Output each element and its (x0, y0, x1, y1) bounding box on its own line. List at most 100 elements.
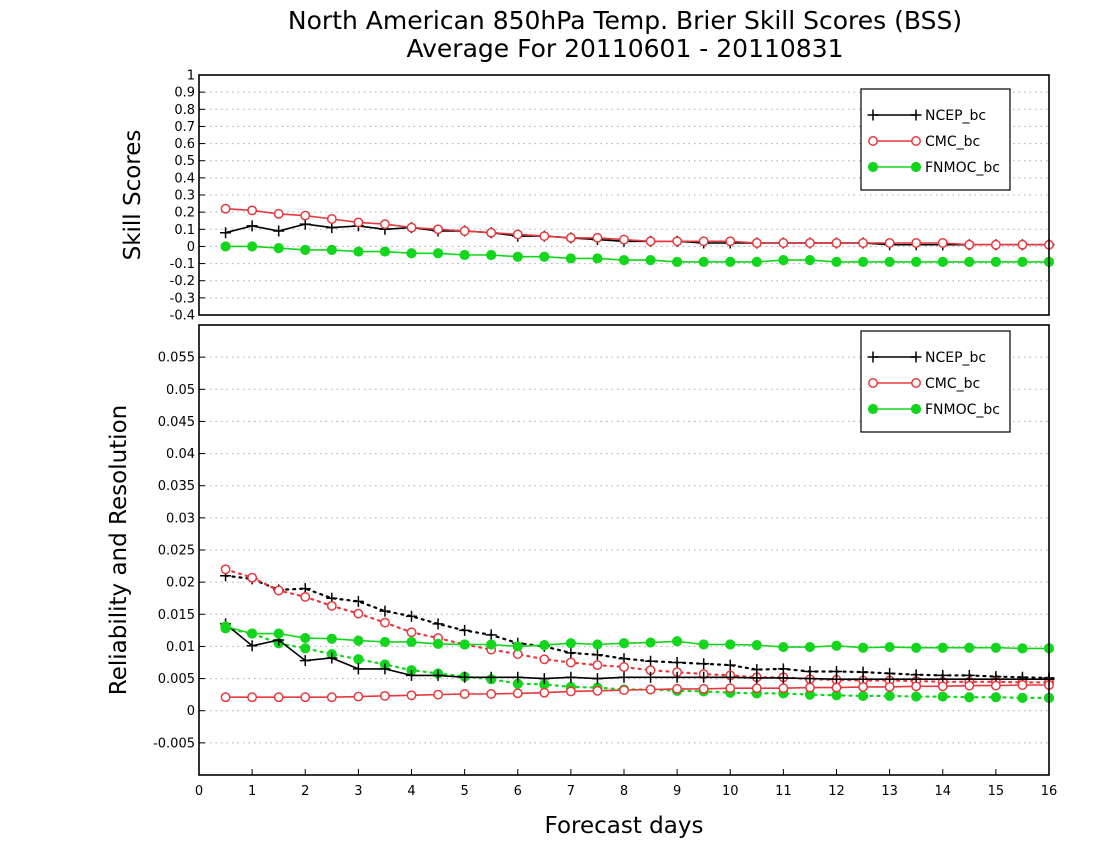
data-point (698, 671, 710, 683)
data-point (645, 671, 657, 683)
legend-marker (868, 378, 878, 388)
data-point (592, 660, 603, 671)
data-point (486, 689, 497, 699)
reliability-resolution-panel: -0.005 0 0.005 0.01 0.015 0.02 0.025 0.03 0.035 0… (106, 324, 1055, 776)
data-point (592, 253, 603, 264)
data-point (937, 681, 948, 692)
data-point (698, 683, 709, 694)
data-point (379, 690, 390, 701)
data-point (645, 637, 656, 648)
data-point (725, 236, 736, 247)
y-tick-label: -0.1 (170, 257, 195, 272)
data-point (911, 691, 922, 702)
y-axis-title: Reliability and Resolution (106, 405, 132, 695)
data-point (778, 238, 789, 248)
series-cmc-bc (220, 680, 1054, 703)
data-point (406, 690, 417, 701)
data-point (300, 632, 311, 644)
data-point (406, 669, 417, 681)
legend-marker (867, 109, 879, 121)
series-ncep-bc (220, 618, 1055, 685)
x-tick-label: 5 (460, 784, 468, 799)
legend-marker (910, 109, 922, 121)
data-point (1017, 643, 1028, 654)
data-point (964, 692, 975, 703)
y-tick-label: -0.3 (170, 291, 195, 306)
y-tick-label: 0 (187, 704, 195, 719)
data-point (432, 638, 444, 649)
data-point (618, 638, 630, 649)
data-point (725, 256, 736, 267)
y-tick-label: 0.005 (158, 672, 195, 687)
data-point (459, 226, 470, 236)
data-point (406, 610, 417, 622)
data-point (672, 636, 683, 647)
legend-box (860, 88, 1011, 191)
data-point (486, 639, 497, 650)
y-tick-label: 1 (187, 69, 195, 84)
data-point (804, 255, 816, 266)
series-line (225, 223, 1049, 246)
data-point (619, 662, 629, 672)
data-point (379, 636, 391, 648)
y-tick-label: 0.03 (166, 511, 195, 526)
data-point (937, 256, 948, 267)
y-axis-title: Skill Scores (120, 130, 146, 261)
series-line (225, 625, 1049, 650)
data-point (990, 642, 1001, 653)
data-point (512, 229, 523, 240)
data-point (459, 624, 471, 636)
y-tick-label: 0.3 (174, 189, 195, 204)
data-point (645, 255, 656, 266)
series-ncep-bc (220, 570, 1055, 684)
data-point (379, 617, 390, 628)
data-point (857, 690, 869, 702)
y-tick-label: 0.4 (174, 171, 195, 186)
x-tick-label: 7 (567, 784, 575, 799)
series-line (224, 627, 1051, 700)
data-point (353, 246, 364, 257)
data-point (1017, 692, 1028, 703)
x-tick-label: 9 (673, 784, 681, 799)
x-axis-ticks: 0 1 2 3 4 5 6 7 8 9 10 11 12 13 14 15 16 (195, 769, 1057, 799)
series-cmc-bc (220, 203, 1054, 250)
y-tick-label: 0.05 (166, 383, 195, 398)
data-point (884, 690, 895, 702)
data-point (246, 220, 258, 232)
x-tick-label: 8 (620, 784, 628, 799)
legend-label: FNMOC_bc (925, 160, 1000, 176)
legend-marker (911, 378, 921, 388)
data-point (645, 655, 657, 667)
data-point (565, 686, 576, 697)
legend-label: CMC_bc (925, 134, 980, 150)
x-tick-label: 4 (407, 784, 415, 799)
data-point (273, 692, 284, 703)
data-point (459, 639, 470, 650)
y-tick-label: 0.01 (166, 640, 195, 655)
data-point (353, 608, 364, 619)
chart-subtitle: Average For 20110601 - 20110831 (406, 34, 843, 63)
data-point (220, 692, 231, 703)
data-point (831, 238, 842, 248)
legend-marker (911, 136, 921, 146)
x-tick-label: 6 (514, 784, 522, 799)
data-point (220, 564, 231, 575)
data-point (857, 256, 869, 267)
legend-label: NCEP_bc (925, 108, 986, 124)
data-point (247, 692, 258, 703)
x-tick-label: 13 (881, 784, 898, 799)
data-point (379, 605, 391, 617)
data-point (592, 685, 603, 696)
legend-marker (910, 351, 922, 363)
legend-label: CMC_bc (925, 376, 980, 392)
legend-marker (867, 403, 879, 415)
data-point (618, 255, 630, 266)
legend-entry: NCEP_bc (867, 108, 986, 124)
data-point (512, 671, 524, 683)
y-tick-label: -0.2 (170, 274, 195, 289)
x-tick-label: 16 (1041, 784, 1058, 799)
data-point (911, 681, 922, 692)
data-point (485, 671, 497, 683)
data-point (512, 688, 523, 699)
data-point (273, 208, 284, 219)
